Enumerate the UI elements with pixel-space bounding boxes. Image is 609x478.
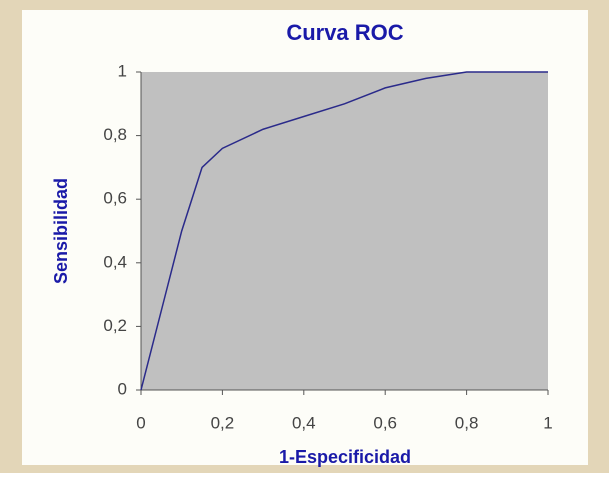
- y-tick-label: 0,4: [103, 252, 127, 271]
- x-tick-label: 0: [136, 413, 145, 432]
- x-tick-label: 0,8: [455, 413, 479, 432]
- x-axis-label: 1-Especificidad: [279, 447, 411, 467]
- y-tick-label: 0,6: [103, 189, 127, 208]
- x-tick-label: 0,4: [292, 413, 316, 432]
- y-tick-label: 0,8: [103, 125, 127, 144]
- x-tick-label: 0,2: [211, 413, 235, 432]
- chart-title: Curva ROC: [286, 20, 403, 45]
- plot-area: [141, 72, 548, 390]
- x-tick-label: 0,6: [373, 413, 397, 432]
- x-tick-label: 1: [543, 413, 552, 432]
- y-tick-label: 0: [118, 379, 127, 398]
- y-axis-label: Sensibilidad: [51, 178, 71, 284]
- y-tick-label: 1: [118, 61, 127, 80]
- y-tick-label: 0,2: [103, 316, 127, 335]
- line: [140, 71, 548, 391]
